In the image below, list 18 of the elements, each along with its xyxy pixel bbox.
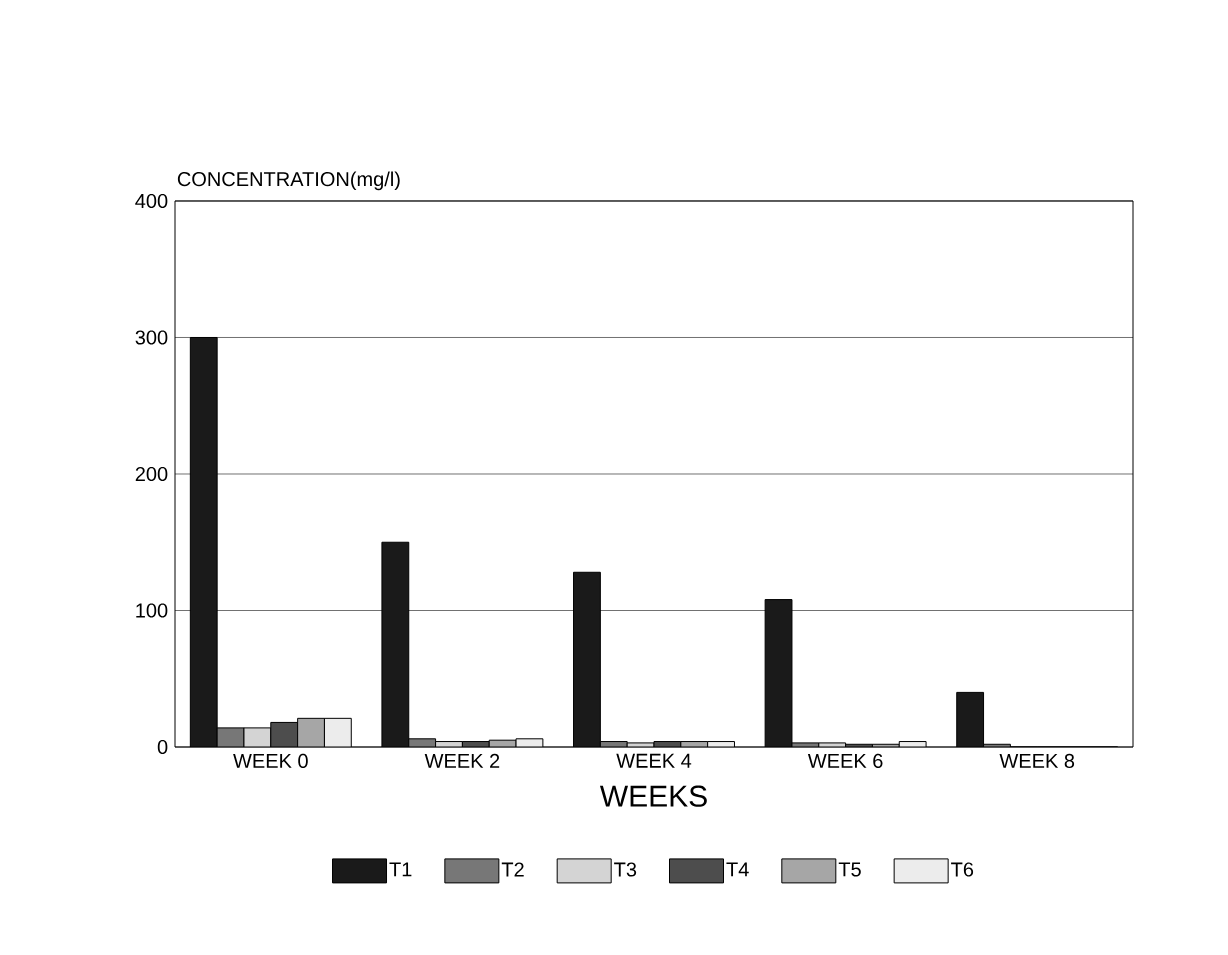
y-tick-label: 200 xyxy=(135,466,168,482)
legend-label: T5 xyxy=(838,862,861,877)
legend-label: T1 xyxy=(389,862,412,877)
x-tick-label: WEEK 4 xyxy=(616,753,692,768)
legend-label: T6 xyxy=(951,862,974,877)
legend-label: T4 xyxy=(726,862,749,877)
x-axis-title: WEEKS xyxy=(599,785,707,807)
x-tick-label: WEEK 8 xyxy=(999,753,1075,769)
y-tick-label: 300 xyxy=(135,330,168,345)
y-axis-title: CONCENTRATION(mg/l) xyxy=(177,171,400,191)
x-tick-label: WEEK 2 xyxy=(424,753,500,768)
x-tick-label: WEEK 6 xyxy=(807,753,883,769)
y-tick-label: 400 xyxy=(135,193,168,209)
y-tick-label: 100 xyxy=(136,603,168,618)
y-tick-label: 0 xyxy=(157,739,168,755)
x-tick-label: WEEK 0 xyxy=(233,753,308,769)
legend-label: T3 xyxy=(614,862,637,877)
legend-label: T2 xyxy=(501,862,524,877)
